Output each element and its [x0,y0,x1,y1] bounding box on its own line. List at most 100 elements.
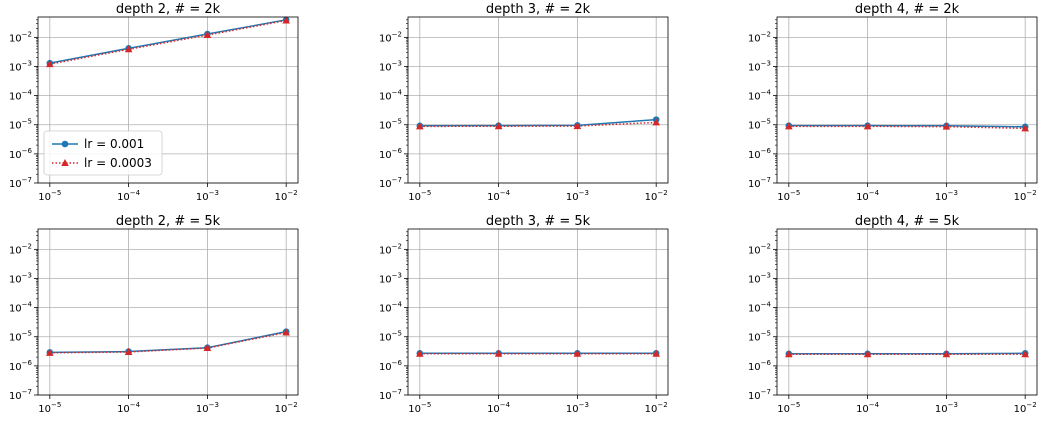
y-tick-label: 10−3 [9,59,32,73]
y-tick-label: 10−3 [379,59,402,73]
series-line-2 [49,331,287,354]
axes-frame [37,16,299,184]
data-point [863,350,872,358]
data-point [942,122,951,130]
legend: lr = 0.001 lr = 0.0003 [43,130,163,176]
subplot-5: 10−5 10−4 10−3 10−2 10−7 10−6 10−5 10−4 10−3 10−2… [379,214,669,415]
y-tick-label: 10−7 [9,388,32,402]
subplot-title: depth 3, # = 5k [486,214,591,229]
plot-area [777,229,1037,395]
series-line-1 [49,19,287,64]
x-tick-label: 10−5 [408,401,431,415]
y-tick-label: 10−7 [9,176,32,190]
data-point [863,122,872,130]
x-tick-label: 10−3 [196,401,219,415]
x-tick-label: 10−4 [487,189,511,203]
y-tick-label: 10−5 [379,118,402,132]
x-tick-label: 10−2 [645,189,668,203]
x-tick-label: 10−5 [408,189,431,203]
y-tick-label: 10−5 [748,118,771,132]
y-tick-label: 10−2 [9,242,32,256]
y-tick-label: 10−6 [748,147,772,161]
x-tick-label: 10−3 [935,401,958,415]
y-tick-label: 10−5 [9,118,32,132]
x-tick-label: 10−4 [856,401,880,415]
y-tick-label: 10−4 [748,301,772,315]
plot-area [38,229,298,395]
x-tick-label: 10−3 [935,189,958,203]
y-tick-label: 10−2 [748,30,771,44]
y-tick-label: 10−2 [748,242,771,256]
data-point [282,328,290,336]
plot-area [408,17,668,183]
legend-box [43,130,163,176]
y-tick-label: 10−3 [748,59,771,73]
y-tick-label: 10−2 [9,30,32,44]
data-point [652,349,660,357]
x-tick-label: 10−4 [117,401,141,415]
y-tick-label: 10−7 [379,176,402,190]
axes-frame [407,228,669,396]
legend-label: lr = 0.001 [84,137,144,151]
y-tick-label: 10−3 [379,271,402,285]
series-line-2 [49,19,287,65]
data-point [652,118,660,126]
x-tick-label: 10−3 [566,189,589,203]
legend-marker [61,159,69,166]
data-point [942,350,951,358]
subplot-title: depth 4, # = 2k [855,2,960,17]
y-tick-label: 10−3 [9,271,32,285]
y-tick-label: 10−6 [379,147,403,161]
y-tick-label: 10−4 [379,301,403,315]
data-point [785,350,793,358]
subplot-1: 10−5 10−4 10−3 10−2 10−7 10−6 10−5 10−4 10−3 10−2… [9,2,299,203]
data-point [46,348,54,356]
y-tick-label: 10−6 [9,147,33,161]
x-tick-label: 10−2 [275,401,298,415]
data-point [785,122,793,130]
x-tick-label: 10−3 [566,401,589,415]
data-point [494,122,503,130]
series-line-2 [419,121,657,128]
y-tick-label: 10−5 [748,330,771,344]
axes-frame [407,16,669,184]
subplot-4: 10−5 10−4 10−3 10−2 10−7 10−6 10−5 10−4 10−3 10−2… [9,214,299,415]
y-tick-label: 10−5 [9,330,32,344]
data-point [124,45,133,53]
x-tick-label: 10−5 [38,189,61,203]
subplot-3: 10−5 10−4 10−3 10−2 10−7 10−6 10−5 10−4 10−3 10−2… [748,2,1038,203]
x-tick-label: 10−5 [777,401,800,415]
y-tick-label: 10−6 [748,359,772,373]
subplot-title: depth 3, # = 2k [486,2,591,17]
data-point [573,122,582,130]
legend-label: lr = 0.0003 [84,156,152,170]
axes-frame [776,228,1038,396]
y-tick-label: 10−4 [379,89,403,103]
subplot-title: depth 4, # = 5k [855,214,960,229]
x-tick-label: 10−2 [1014,401,1037,415]
x-tick-label: 10−4 [487,401,511,415]
data-point [494,349,503,357]
x-tick-label: 10−3 [196,189,219,203]
x-tick-label: 10−4 [117,189,141,203]
axes-frame [776,16,1038,184]
y-tick-label: 10−7 [748,388,771,402]
data-point [573,349,582,357]
data-point [1021,124,1029,132]
y-tick-label: 10−4 [748,89,772,103]
y-tick-label: 10−6 [9,359,33,373]
data-point [416,122,424,130]
x-tick-label: 10−2 [645,401,668,415]
data-point [46,60,54,68]
y-tick-label: 10−3 [748,271,771,285]
x-tick-label: 10−2 [1014,189,1037,203]
data-point [282,16,290,24]
x-tick-label: 10−5 [777,189,800,203]
subplot-title: depth 2, # = 5k [116,214,221,229]
y-tick-label: 10−4 [9,301,33,315]
subplot-title: depth 2, # = 2k [116,2,221,17]
data-point [124,347,133,355]
legend-marker [61,140,69,148]
y-tick-label: 10−4 [9,89,33,103]
x-tick-label: 10−5 [38,401,61,415]
